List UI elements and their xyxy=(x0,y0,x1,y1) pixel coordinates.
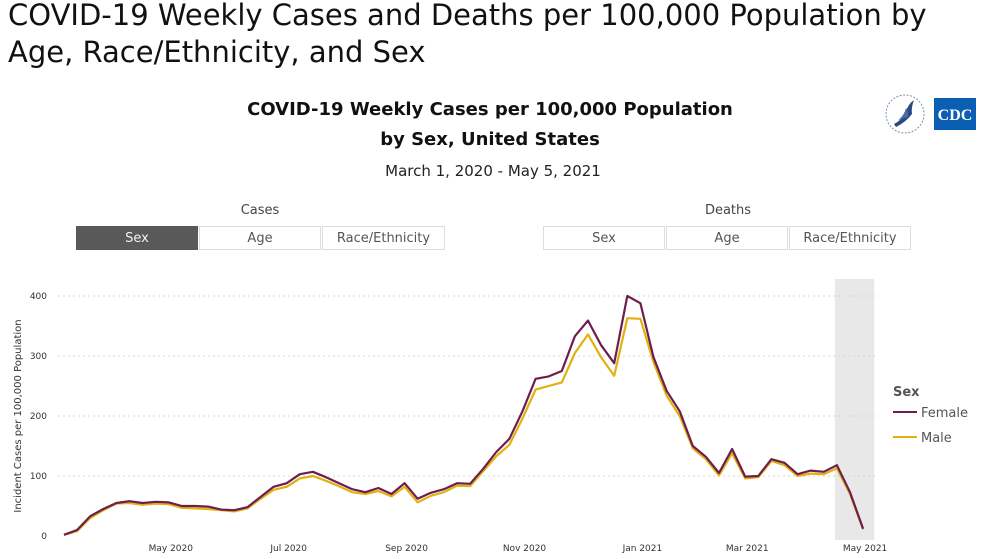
x-tick-label: May 2020 xyxy=(149,544,194,554)
chart-title-line-2: by Sex, United States xyxy=(240,125,740,155)
y-tick-label: 200 xyxy=(30,412,47,422)
x-tick-label: Jan 2021 xyxy=(622,544,663,554)
chart-title-line-1: COVID-19 Weekly Cases per 100,000 Popula… xyxy=(240,95,740,125)
deaths-group-label: Deaths xyxy=(666,203,790,218)
legend-title: Sex xyxy=(893,385,920,400)
y-tick-label: 0 xyxy=(41,532,47,542)
cases-by-sex-line-chart: 0 100 200 300 400 Incident Cases per 100,000 … xyxy=(0,268,1000,559)
chart-date-range: March 1, 2020 - May 5, 2021 xyxy=(300,162,686,180)
cdc-logo-text: CDC xyxy=(938,107,973,124)
deaths-age-button[interactable]: Age xyxy=(666,226,788,250)
y-axis-label: Incident Cases per 100,000 Population xyxy=(13,319,24,512)
shaded-recent-weeks xyxy=(835,279,874,540)
chart-title: COVID-19 Weekly Cases per 100,000 Popula… xyxy=(240,95,740,155)
x-tick-label: Mar 2021 xyxy=(726,544,769,554)
series-line-male xyxy=(64,318,863,535)
cases-group-label: Cases xyxy=(198,203,322,218)
page-title: COVID-19 Weekly Cases and Deaths per 100… xyxy=(8,0,998,71)
series-line-female xyxy=(64,296,863,535)
cases-race-ethnicity-button[interactable]: Race/Ethnicity xyxy=(322,226,445,250)
y-tick-label: 400 xyxy=(30,292,47,302)
deaths-sex-button[interactable]: Sex xyxy=(543,226,665,250)
deaths-race-ethnicity-button[interactable]: Race/Ethnicity xyxy=(789,226,911,250)
x-tick-label: Jul 2020 xyxy=(269,544,307,554)
y-tick-label: 100 xyxy=(30,472,47,482)
cases-sex-button[interactable]: Sex xyxy=(76,226,198,250)
cases-age-button[interactable]: Age xyxy=(199,226,321,250)
cdc-logo: CDC xyxy=(884,90,978,140)
x-tick-label: May 2021 xyxy=(843,544,887,554)
legend-label-male: Male xyxy=(921,431,952,446)
x-tick-label: Nov 2020 xyxy=(503,544,547,554)
y-tick-label: 300 xyxy=(30,352,47,362)
hhs-eagle-icon xyxy=(886,95,924,133)
legend-label-female: Female xyxy=(921,406,968,421)
x-tick-label: Sep 2020 xyxy=(385,544,428,554)
